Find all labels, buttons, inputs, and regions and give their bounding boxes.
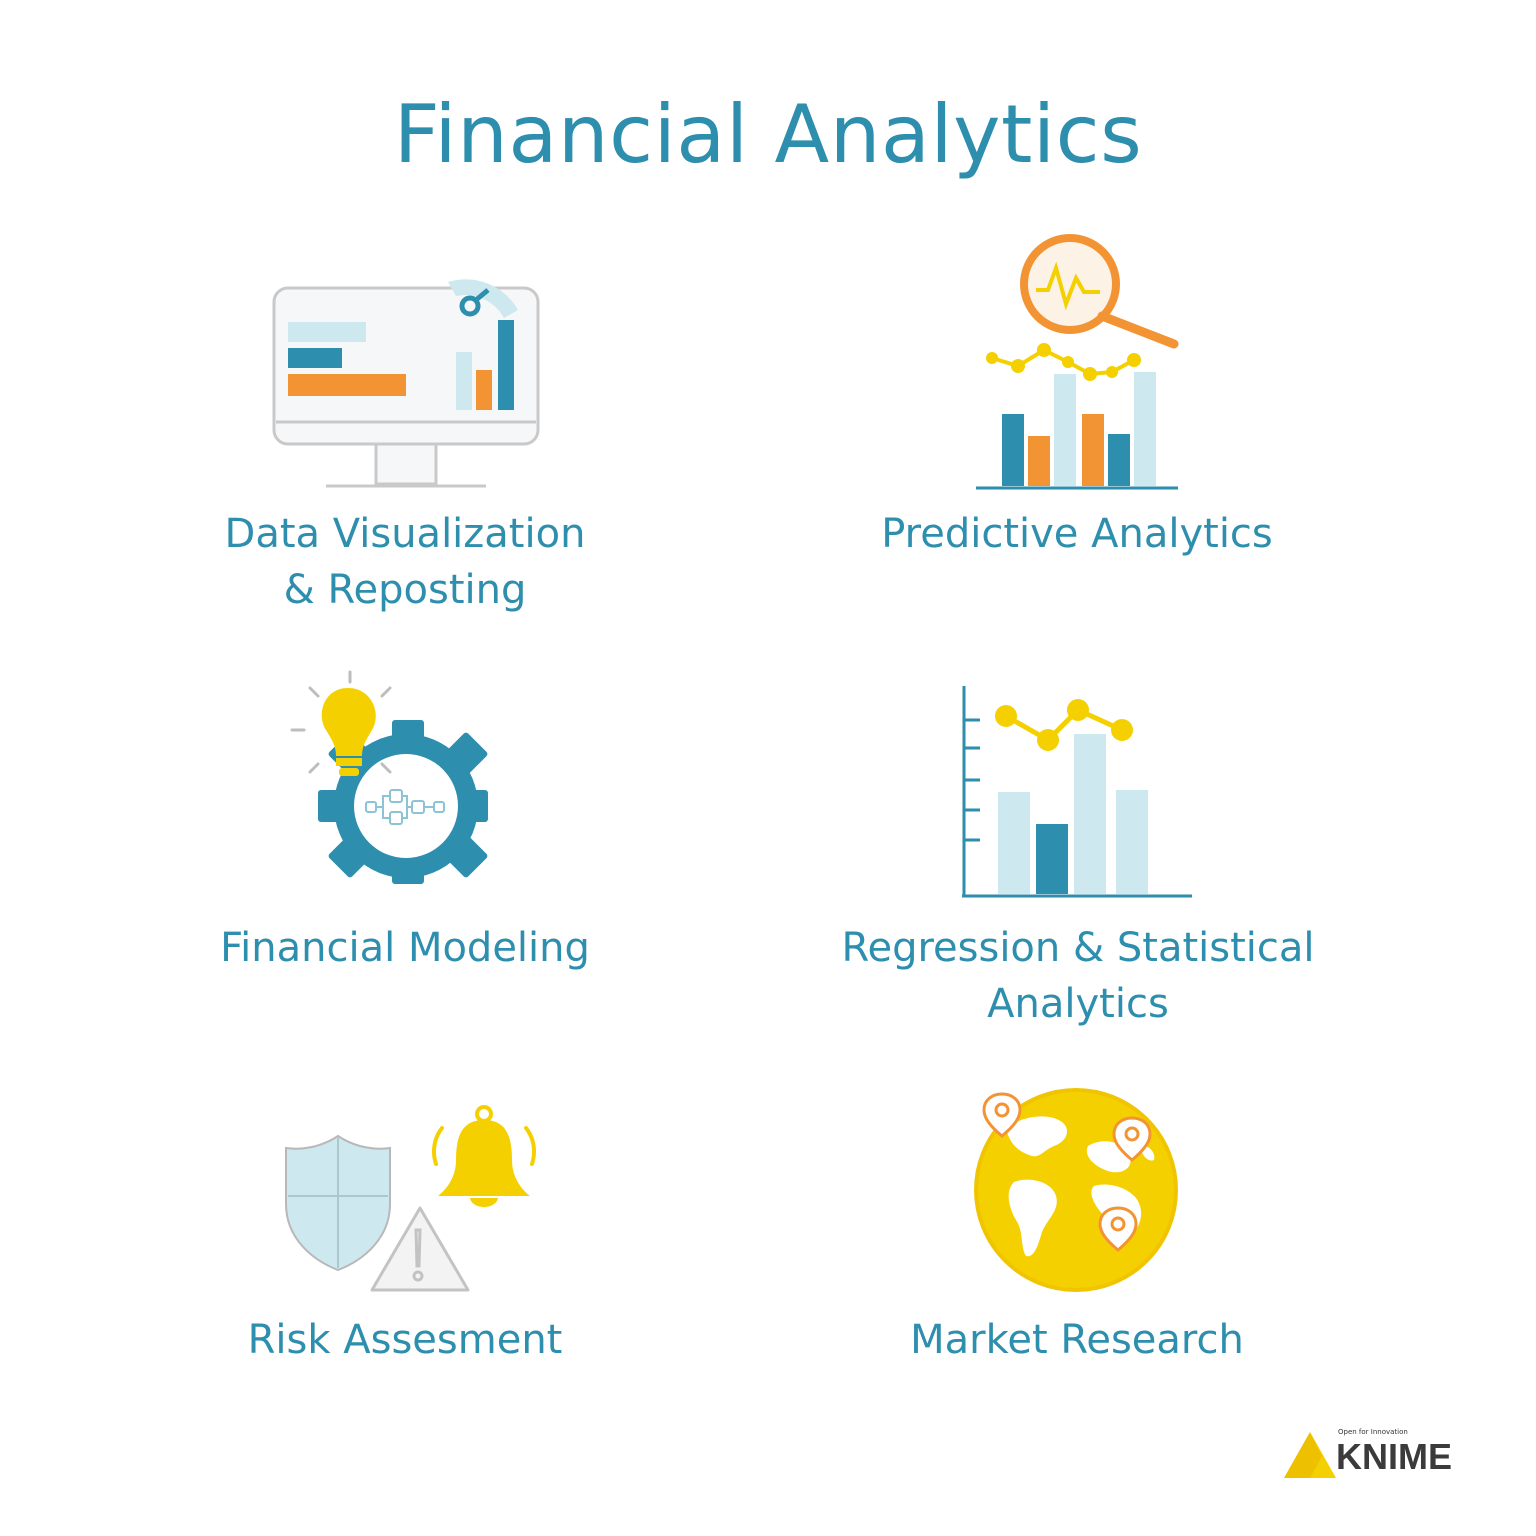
shield-bell-warning-icon bbox=[285, 1105, 536, 1292]
gear-lightbulb-icon bbox=[290, 670, 488, 884]
knime-logo: Open for Innovation KNIME bbox=[1282, 1428, 1462, 1482]
knime-triangle-icon bbox=[1284, 1432, 1336, 1478]
item-label-regression-statistical: Regression & Statistical Analytics bbox=[841, 925, 1315, 1027]
globe-pins-icon bbox=[974, 1088, 1178, 1292]
item-label-risk-assesment: Risk Assesment bbox=[247, 1317, 563, 1363]
page-title: Financial Analytics bbox=[393, 88, 1143, 181]
logo-wordmark: KNIME bbox=[1336, 1436, 1452, 1477]
item-label-data-visualization: Data Visualization & Reposting bbox=[224, 511, 586, 613]
item-label-predictive-analytics: Predictive Analytics bbox=[881, 511, 1273, 557]
magnifier-chart-icon bbox=[976, 234, 1179, 490]
item-label-market-research: Market Research bbox=[910, 1317, 1244, 1363]
monitor-chart-icon bbox=[272, 279, 540, 488]
logo-tagline: Open for Innovation bbox=[1338, 1428, 1408, 1436]
item-label-financial-modeling: Financial Modeling bbox=[220, 925, 590, 971]
bar-line-chart-icon bbox=[962, 686, 1192, 898]
